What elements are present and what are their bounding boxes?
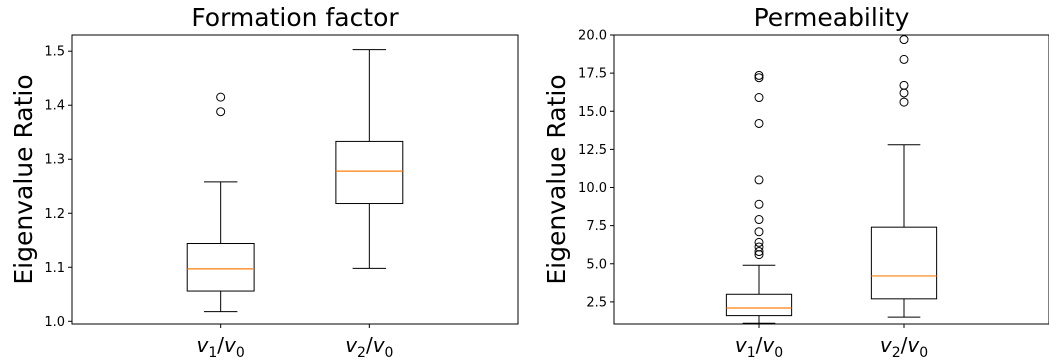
box-iqr bbox=[725, 293, 793, 317]
y-tick-label: 7.5 bbox=[586, 219, 607, 234]
x-tick-label: v2/v0 bbox=[345, 333, 393, 360]
box-iqr bbox=[186, 243, 255, 292]
outlier-point bbox=[754, 175, 764, 185]
x-tick-label: v1/v0 bbox=[197, 333, 245, 360]
y-tick-label: 1.4 bbox=[44, 99, 65, 114]
outlier-point bbox=[754, 247, 764, 257]
y-tick-label: 1.3 bbox=[44, 153, 65, 168]
y-axis-label: Eigenvalue Ratio bbox=[9, 74, 38, 284]
chart-panel-1: Formation factor Eigenvalue Ratio 1.0 1.1 1.… bbox=[9, 3, 519, 360]
plot-frame bbox=[613, 34, 1049, 325]
outlier-point bbox=[899, 35, 909, 45]
y-tick-label: 1.2 bbox=[44, 207, 65, 222]
outlier-point bbox=[899, 80, 909, 90]
outlier-point bbox=[899, 97, 909, 107]
outlier-point bbox=[754, 199, 764, 209]
outlier-point bbox=[899, 54, 909, 64]
outlier-point bbox=[754, 118, 764, 128]
y-axis-label: Eigenvalue Ratio bbox=[542, 74, 571, 284]
outlier-point bbox=[754, 215, 764, 225]
outlier-point bbox=[216, 92, 226, 102]
y-tick-label: 17.5 bbox=[578, 67, 607, 82]
plot-frame bbox=[71, 34, 519, 325]
box-iqr bbox=[870, 226, 938, 300]
outlier-point bbox=[754, 242, 764, 252]
outlier-point bbox=[754, 237, 764, 247]
outlier-point bbox=[754, 227, 764, 237]
outlier-point bbox=[899, 88, 909, 98]
y-tick-label: 1.0 bbox=[44, 315, 65, 330]
outlier-point bbox=[754, 93, 764, 103]
x-tick-label: v2/v0 bbox=[880, 333, 928, 360]
chart-title: Permeability bbox=[754, 3, 910, 32]
y-tick-label: 20.0 bbox=[578, 29, 607, 44]
x-tick-label: v1/v0 bbox=[735, 333, 783, 360]
outlier-point bbox=[216, 107, 226, 117]
outlier-point bbox=[754, 73, 764, 83]
y-tick-label: 1.5 bbox=[44, 45, 65, 60]
y-tick-label: 15.0 bbox=[578, 105, 607, 120]
chart-panel-2: Permeability Eigenvalue Ratio 2.5 5.0 7.5 10.… bbox=[542, 3, 1049, 360]
box-iqr bbox=[335, 140, 404, 205]
y-tick-label: 12.5 bbox=[578, 143, 607, 158]
y-tick-label: 2.5 bbox=[586, 295, 607, 310]
y-tick-label: 1.1 bbox=[44, 261, 65, 276]
chart-title: Formation factor bbox=[191, 3, 399, 32]
y-tick-label: 5.0 bbox=[586, 257, 607, 272]
y-tick-label: 10.0 bbox=[578, 181, 607, 196]
outlier-point bbox=[754, 70, 764, 80]
